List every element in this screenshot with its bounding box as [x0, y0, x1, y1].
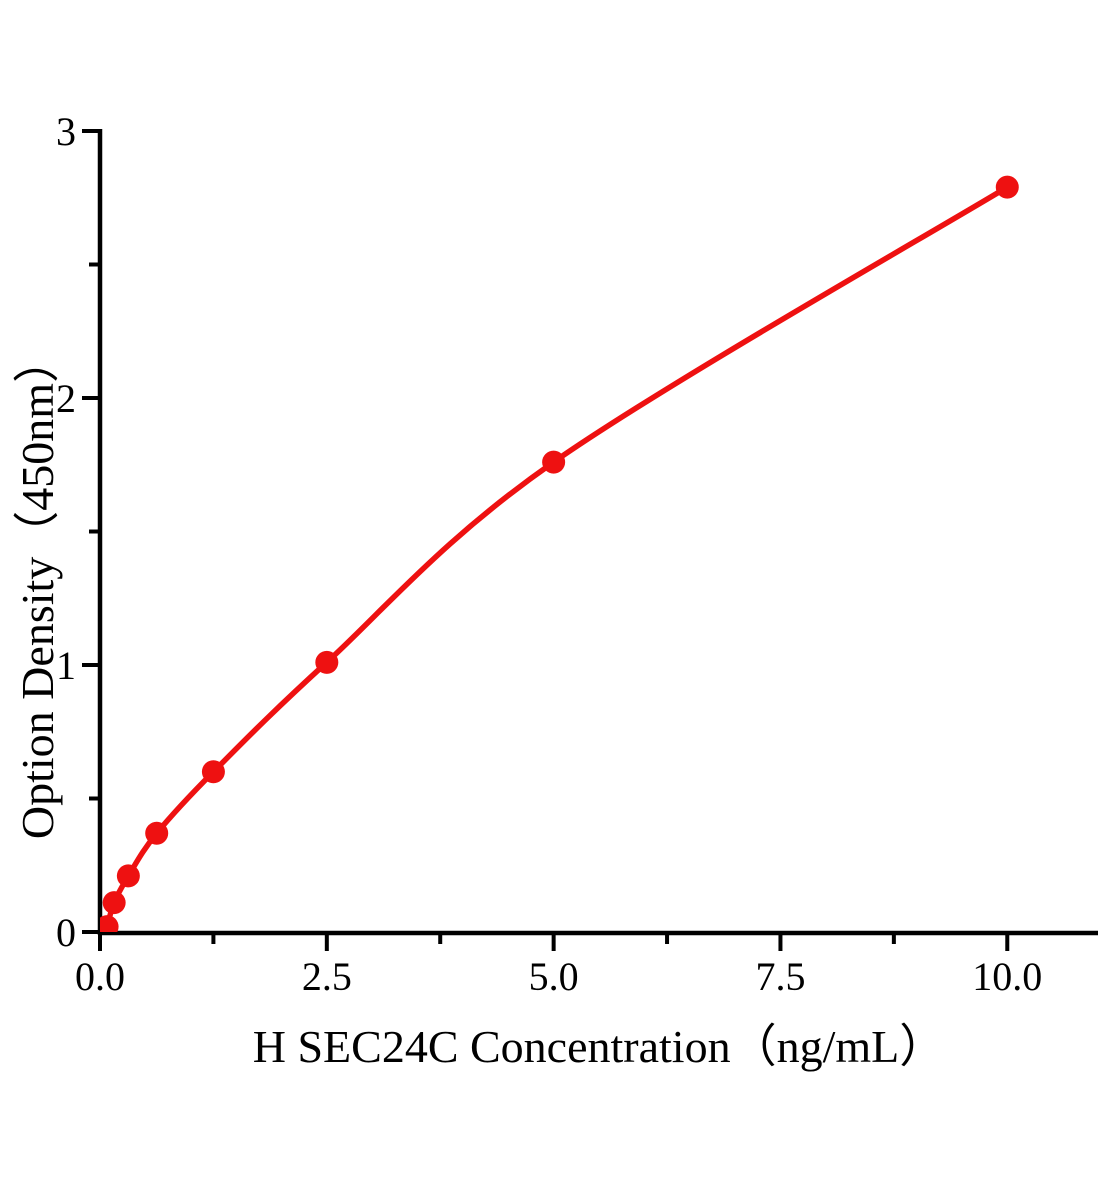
data-point-marker [542, 450, 566, 474]
data-point-marker [116, 864, 140, 888]
series-group [100, 175, 1019, 932]
x-tick-label: 10.0 [972, 954, 1042, 999]
x-tick-label: 5.0 [529, 954, 579, 999]
x-tick-label: 0.0 [75, 954, 125, 999]
y-tick-label: 2 [56, 376, 76, 421]
y-tick-label: 1 [56, 643, 76, 688]
x-tick-label: 2.5 [302, 954, 352, 999]
data-point-marker [315, 650, 339, 674]
standard-curve-line [104, 184, 1011, 930]
y-tick-label: 0 [56, 910, 76, 955]
x-axis-title: H SEC24C Concentration（ng/mL） [252, 1021, 946, 1072]
data-point-marker [145, 821, 169, 845]
data-point-marker [201, 760, 225, 784]
data-point-marker [102, 891, 126, 915]
data-point-marker [995, 175, 1019, 199]
y-axis-title: Option Density（450nm） [12, 336, 63, 840]
x-tick-label: 7.5 [755, 954, 805, 999]
data-point-marker [100, 915, 119, 932]
y-tick-label: 3 [56, 109, 76, 154]
